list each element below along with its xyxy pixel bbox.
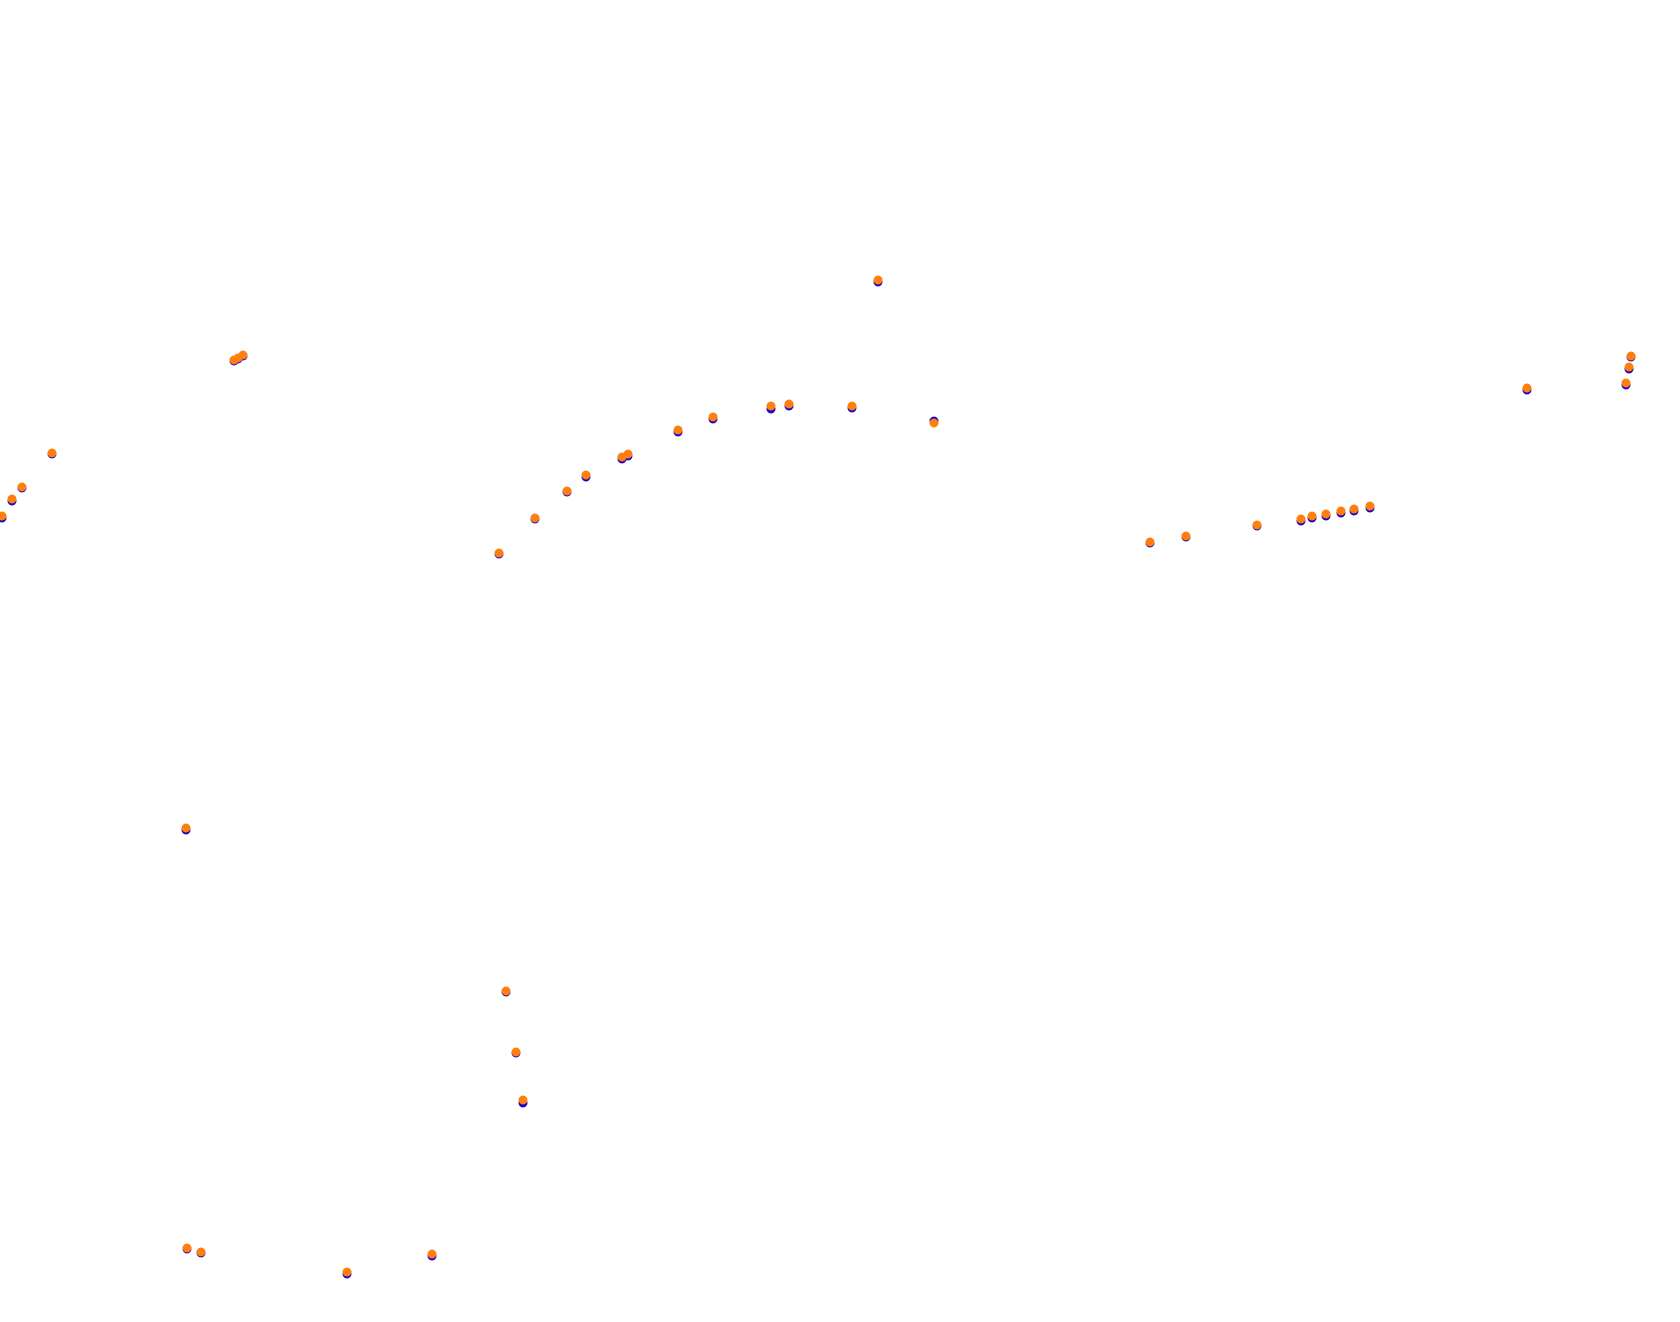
series-1-point-0 xyxy=(0,511,7,521)
series-1-point-19 xyxy=(708,412,718,422)
series-1-point-21 xyxy=(784,399,794,409)
series-1-point-30 xyxy=(1252,520,1262,530)
series-1-point-24 xyxy=(929,418,939,428)
series-1-point-29 xyxy=(1181,531,1191,541)
series-1-point-26 xyxy=(511,1047,521,1057)
series-1-point-38 xyxy=(1621,378,1631,388)
series-1-point-10 xyxy=(342,1267,352,1277)
series-1-point-28 xyxy=(1145,537,1155,547)
series-1-point-31 xyxy=(1296,514,1306,524)
series-1-point-25 xyxy=(501,986,511,996)
series-1-point-36 xyxy=(1365,501,1375,511)
series-1-point-34 xyxy=(1336,506,1346,516)
series-1-point-12 xyxy=(494,548,504,558)
series-1-point-18 xyxy=(673,425,683,435)
series-1-point-32 xyxy=(1307,511,1317,521)
series-1 xyxy=(0,275,1636,1277)
series-1-point-20 xyxy=(766,401,776,411)
series-1-point-39 xyxy=(1624,362,1634,372)
series-1-point-3 xyxy=(47,448,57,458)
series-1-point-7 xyxy=(181,823,191,833)
series-1-point-14 xyxy=(562,486,572,496)
series-1-point-17 xyxy=(623,449,633,459)
series-1-point-37 xyxy=(1522,383,1532,393)
series-1-point-9 xyxy=(196,1247,206,1257)
series-1-point-1 xyxy=(7,494,17,504)
series-1-point-40 xyxy=(1626,351,1636,361)
series-layer xyxy=(0,275,1636,1279)
series-1-point-13 xyxy=(530,513,540,523)
series-1-point-35 xyxy=(1349,504,1359,514)
series-1-point-33 xyxy=(1321,509,1331,519)
series-1-point-11 xyxy=(427,1249,437,1259)
series-1-point-27 xyxy=(518,1095,528,1105)
series-1-point-15 xyxy=(581,470,591,480)
series-1-point-22 xyxy=(847,401,857,411)
series-1-point-2 xyxy=(17,482,27,492)
series-1-point-23 xyxy=(873,275,883,285)
series-1-point-8 xyxy=(182,1243,192,1253)
series-1-point-6 xyxy=(238,350,248,360)
